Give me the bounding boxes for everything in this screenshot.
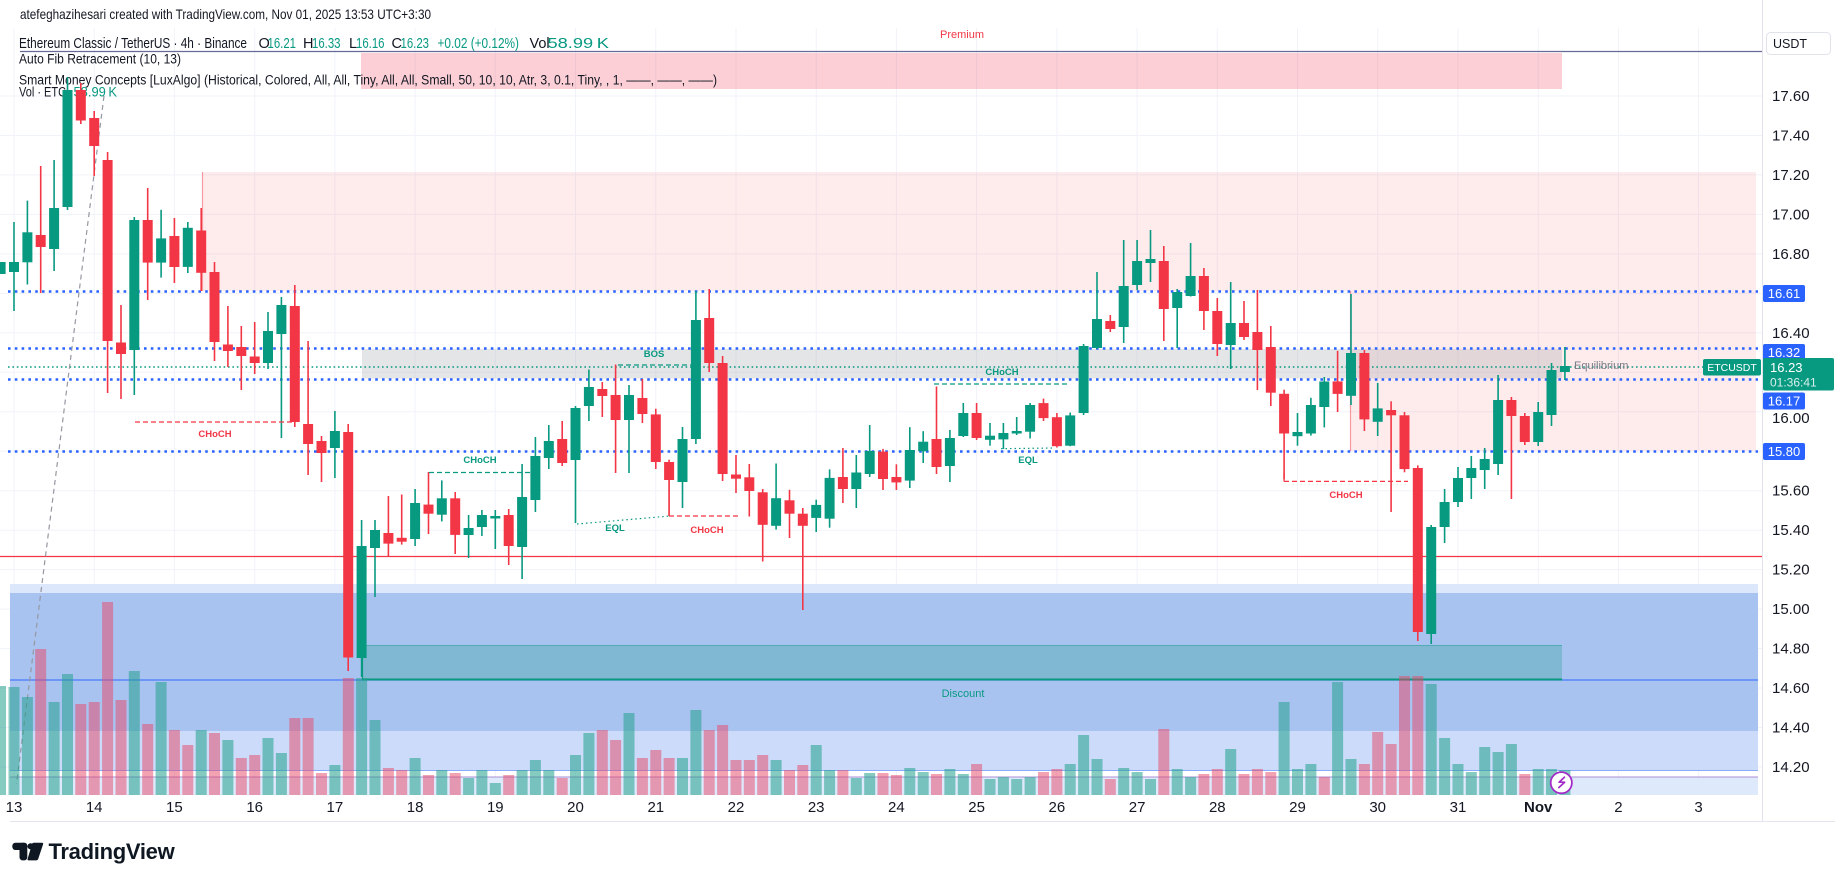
svg-text:14.40: 14.40 xyxy=(1772,720,1810,737)
svg-text:17.00: 17.00 xyxy=(1772,207,1810,224)
svg-text:ETCUSDT: ETCUSDT xyxy=(1707,362,1757,374)
svg-text:21: 21 xyxy=(647,799,664,816)
svg-text:22: 22 xyxy=(728,799,745,816)
svg-text:Discount: Discount xyxy=(942,688,985,700)
svg-text:14.20: 14.20 xyxy=(1772,759,1810,776)
svg-text:CHoCH: CHoCH xyxy=(985,367,1018,378)
svg-text:CHoCH: CHoCH xyxy=(463,455,496,466)
svg-text:16.23: 16.23 xyxy=(401,36,430,52)
svg-text:31: 31 xyxy=(1450,799,1467,816)
svg-text:L: L xyxy=(349,36,357,52)
svg-text:26: 26 xyxy=(1049,799,1066,816)
svg-text:27: 27 xyxy=(1129,799,1146,816)
svg-text:BOS: BOS xyxy=(644,349,665,360)
svg-text:28: 28 xyxy=(1209,799,1226,816)
svg-text:H: H xyxy=(303,36,313,52)
svg-text:16.23: 16.23 xyxy=(1770,360,1803,375)
svg-text:16.00: 16.00 xyxy=(1772,410,1810,427)
svg-text:15: 15 xyxy=(166,799,183,816)
svg-text:15.40: 15.40 xyxy=(1772,522,1810,539)
svg-text:01:36:41: 01:36:41 xyxy=(1770,376,1817,390)
svg-text:2: 2 xyxy=(1614,799,1622,816)
svg-text:16.61: 16.61 xyxy=(1768,286,1801,301)
svg-text:17.20: 17.20 xyxy=(1772,167,1810,184)
svg-text:19: 19 xyxy=(487,799,504,816)
svg-text:16.32: 16.32 xyxy=(1768,345,1801,360)
svg-text:CHoCH: CHoCH xyxy=(198,429,231,440)
svg-text:16: 16 xyxy=(246,799,263,816)
svg-text:17: 17 xyxy=(327,799,344,816)
svg-text:atefeghazihesari created with: atefeghazihesari created with TradingVie… xyxy=(20,6,431,22)
svg-text:EQL: EQL xyxy=(1018,455,1038,466)
svg-text:24: 24 xyxy=(888,799,905,816)
svg-text:15.20: 15.20 xyxy=(1772,562,1810,579)
svg-text:23: 23 xyxy=(808,799,825,816)
svg-text:25: 25 xyxy=(968,799,985,816)
svg-text:Ethereum Classic / TetherUS ·: Ethereum Classic / TetherUS · 4h · Binan… xyxy=(19,36,247,52)
svg-text:EQL: EQL xyxy=(605,523,625,534)
svg-text:14: 14 xyxy=(86,799,103,816)
svg-text:58.99 K: 58.99 K xyxy=(548,36,610,52)
svg-text:30: 30 xyxy=(1369,799,1386,816)
svg-text:16.17: 16.17 xyxy=(1768,394,1801,409)
svg-text:USDT: USDT xyxy=(1773,37,1807,51)
svg-text:Smart Money Concepts [LuxAlgo]: Smart Money Concepts [LuxAlgo] (Historic… xyxy=(19,73,717,88)
svg-text:16.16: 16.16 xyxy=(356,36,385,52)
svg-text:Premium: Premium xyxy=(940,29,984,41)
svg-text:20: 20 xyxy=(567,799,584,816)
svg-text:Equilibrium: Equilibrium xyxy=(1574,360,1628,372)
svg-text:Vol · ETC: Vol · ETC xyxy=(19,85,66,100)
svg-text:16.80: 16.80 xyxy=(1772,246,1810,263)
svg-text:CHoCH: CHoCH xyxy=(690,525,723,536)
svg-text:C: C xyxy=(392,36,402,52)
svg-text:Nov: Nov xyxy=(1524,799,1553,816)
svg-text:15.60: 15.60 xyxy=(1772,483,1810,500)
svg-text:14.60: 14.60 xyxy=(1772,680,1810,697)
svg-text:+0.02 (+0.12%): +0.02 (+0.12%) xyxy=(438,36,520,52)
svg-text:15.00: 15.00 xyxy=(1772,601,1810,618)
svg-text:15.80: 15.80 xyxy=(1768,444,1801,459)
svg-text:17.60: 17.60 xyxy=(1772,88,1810,105)
svg-text:13: 13 xyxy=(6,799,23,816)
svg-text:18: 18 xyxy=(407,799,424,816)
svg-text:16.21: 16.21 xyxy=(268,36,297,52)
svg-text:Auto Fib Retracement (10, 13): Auto Fib Retracement (10, 13) xyxy=(19,52,181,67)
svg-text:16.33: 16.33 xyxy=(312,36,341,52)
svg-text:Vol: Vol xyxy=(530,36,550,52)
svg-text:17.40: 17.40 xyxy=(1772,128,1810,145)
svg-text:CHoCH: CHoCH xyxy=(1329,490,1362,501)
svg-text:O: O xyxy=(259,36,270,52)
svg-text:29: 29 xyxy=(1289,799,1306,816)
svg-text:16.40: 16.40 xyxy=(1772,325,1810,342)
svg-text:TradingView: TradingView xyxy=(49,839,176,864)
svg-text:14.80: 14.80 xyxy=(1772,641,1810,658)
svg-text:3: 3 xyxy=(1694,799,1702,816)
